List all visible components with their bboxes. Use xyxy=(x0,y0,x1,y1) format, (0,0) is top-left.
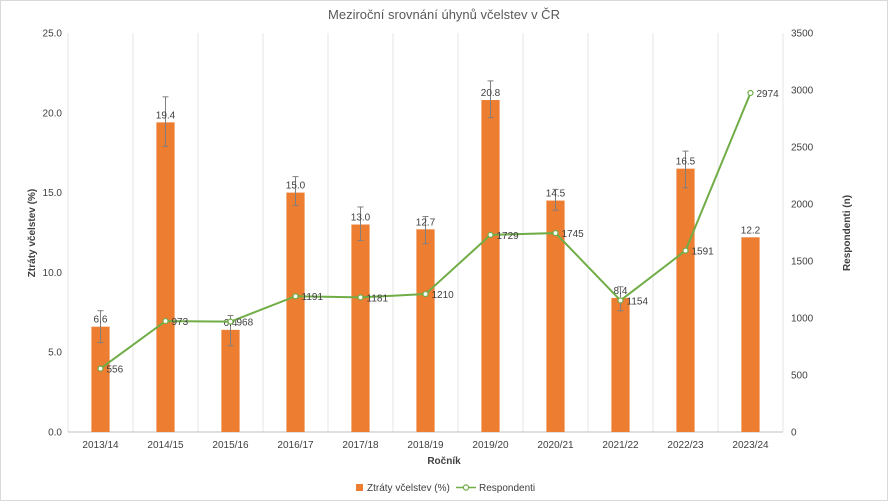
bar-data-label: 14.5 xyxy=(546,189,566,200)
y2-tick-label: 3500 xyxy=(791,29,814,40)
line-data-label: 1191 xyxy=(302,292,324,303)
bar-data-label: 20.8 xyxy=(481,88,501,99)
bar-data-labels: 6.619.46.415.013.012.720.814.58.416.512.… xyxy=(94,88,761,329)
bar-data-label: 12.2 xyxy=(741,225,761,236)
line-point xyxy=(227,318,234,325)
line-data-label: 1210 xyxy=(432,290,455,301)
line-point xyxy=(617,297,624,304)
bar xyxy=(546,200,565,432)
line-data-label: 1154 xyxy=(627,296,649,307)
bar-data-label: 8.4 xyxy=(614,286,628,297)
x-axis-ticks: 2013/14 2014/15 2015/16 2016/17 2017/18 2018/… xyxy=(82,440,769,451)
y-tick-label: 0.0 xyxy=(48,428,62,439)
y-tick-label: 15.0 xyxy=(43,188,63,199)
bar xyxy=(741,237,760,432)
y-tick-label: 5.0 xyxy=(48,348,62,359)
line-data-label: 1591 xyxy=(692,247,715,258)
x-tick-label: 2017/18 xyxy=(342,440,379,451)
line-data-label: 556 xyxy=(107,365,124,376)
bar-data-label: 13.0 xyxy=(351,213,371,224)
line-data-label: 1745 xyxy=(562,229,585,240)
chart-title: Meziroční srovnání úhynů včelstev v ČR xyxy=(328,7,560,22)
legend-label-line: Respondenti xyxy=(479,483,535,494)
x-tick-label: 2018/19 xyxy=(407,440,444,451)
y-tick-label: 20.0 xyxy=(43,108,63,119)
x-tick-label: 2013/14 xyxy=(82,440,119,451)
y-axis-left-ticks: 0.0 5.0 10.0 15.0 20.0 25.0 xyxy=(43,29,63,439)
x-tick-label: 2014/15 xyxy=(147,440,184,451)
bar xyxy=(156,122,175,432)
line-data-label: 968 xyxy=(237,318,254,329)
y-axis-left-title: Ztráty včelstev (%) xyxy=(27,189,38,277)
bar xyxy=(416,229,435,432)
y2-tick-label: 1500 xyxy=(791,257,814,268)
bar xyxy=(351,224,370,432)
x-tick-label: 2015/16 xyxy=(212,440,249,451)
y-tick-label: 10.0 xyxy=(43,268,63,279)
line-point xyxy=(162,317,169,325)
line-data-label: 1729 xyxy=(497,231,520,242)
y-axis-right-ticks: 0 500 1000 1500 2000 2500 3000 3500 xyxy=(791,29,814,439)
bar-data-label: 6.6 xyxy=(94,315,108,326)
line-point xyxy=(487,231,494,238)
x-tick-label: 2022/23 xyxy=(667,440,704,451)
line-point xyxy=(682,247,689,254)
bar xyxy=(481,100,500,433)
y2-tick-label: 0 xyxy=(791,428,797,439)
x-tick-label: 2016/17 xyxy=(277,440,314,451)
line-series xyxy=(97,89,754,372)
x-axis-title: Ročník xyxy=(427,456,461,467)
line-data-label: 973 xyxy=(172,317,189,328)
bar xyxy=(611,297,630,432)
x-tick-label: 2021/22 xyxy=(602,440,639,451)
bar xyxy=(676,168,695,432)
y2-tick-label: 1000 xyxy=(791,314,814,325)
x-tick-label: 2023/24 xyxy=(732,440,769,451)
legend-label-bar: Ztráty včelstev (%) xyxy=(367,483,450,494)
line-data-label: 1181 xyxy=(367,293,389,304)
bar xyxy=(286,192,305,432)
y2-tick-label: 2000 xyxy=(791,200,814,211)
y2-tick-label: 3000 xyxy=(791,86,814,97)
line-point xyxy=(357,294,364,301)
bar-data-label: 12.7 xyxy=(416,217,436,228)
line-data-labels: 556 973 968 1191 1181 1210 1729 1745 1154 1591 297… xyxy=(107,89,780,376)
y-tick-label: 25.0 xyxy=(43,29,63,40)
line-point xyxy=(747,89,754,97)
line-point xyxy=(552,229,559,237)
legend: Ztráty včelstev (%) Respondenti xyxy=(356,483,535,494)
line-data-label: 2974 xyxy=(757,89,780,100)
bar xyxy=(221,329,240,432)
bar-series xyxy=(91,100,760,433)
bar xyxy=(91,326,110,432)
x-tick-label: 2019/20 xyxy=(472,440,509,451)
x-tick-label: 2020/21 xyxy=(537,440,574,451)
legend-marker-line xyxy=(462,484,470,491)
y2-tick-label: 500 xyxy=(791,371,808,382)
legend-swatch-bar xyxy=(356,484,363,491)
bar-data-label: 16.5 xyxy=(676,157,696,168)
line-point xyxy=(422,290,429,298)
bar-data-label: 19.4 xyxy=(156,110,176,121)
line-point xyxy=(97,365,104,372)
bar-data-label: 15.0 xyxy=(286,181,306,192)
y2-tick-label: 2500 xyxy=(791,143,814,154)
line-point xyxy=(292,293,299,300)
y-axis-right-title: Respondenti (n) xyxy=(842,195,853,271)
gridlines xyxy=(67,33,784,432)
